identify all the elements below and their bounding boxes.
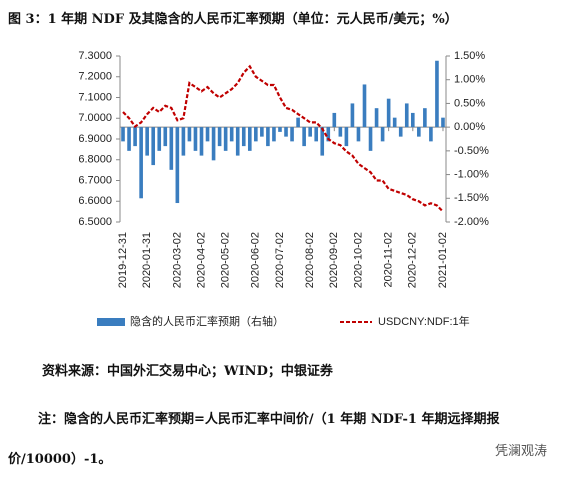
bar (423, 108, 427, 128)
bar (205, 127, 210, 142)
bar (193, 127, 198, 151)
y-tick-label: 7.0000 (78, 112, 112, 124)
bar (151, 127, 156, 166)
x-tick-label: 2020-09-02 (328, 232, 340, 288)
x-tick-label: 2021-01-02 (437, 232, 449, 288)
bar (139, 127, 143, 199)
y2-tick-label: 0.00% (454, 121, 485, 133)
bar (163, 127, 168, 147)
x-tick-label: 2020-01-31 (141, 232, 153, 288)
bar (314, 127, 319, 142)
bar (169, 127, 174, 170)
x-tick-label: 2020-12-02 (407, 232, 419, 288)
bar (272, 127, 276, 142)
bar (133, 127, 137, 147)
bar (410, 112, 415, 128)
bar (326, 127, 331, 142)
x-tick-label: 2020-04-02 (195, 232, 207, 288)
bar (362, 84, 367, 128)
y2-tick-label: -2.00% (454, 216, 489, 228)
bar (199, 127, 204, 156)
bar (121, 127, 125, 142)
y-tick-label: 6.7000 (78, 174, 112, 186)
y-tick-label: 7.2000 (78, 71, 112, 83)
x-tick-label: 2019-12-31 (117, 232, 129, 288)
bar (127, 127, 131, 151)
bar (308, 127, 312, 137)
chart-title: 图 3：1 年期 NDF 及其隐含的人民币汇率预期（单位：元人民币/美元；%） (8, 12, 458, 27)
bar (241, 127, 246, 147)
legend-label: USDCNY:NDF:1年 (378, 314, 470, 328)
legend-swatch (97, 318, 125, 326)
watermark: 凭澜观涛 (495, 444, 548, 459)
bar (344, 127, 349, 147)
bar (435, 60, 439, 128)
bar (302, 127, 306, 147)
bar (260, 127, 264, 137)
bar (398, 127, 403, 137)
bar (368, 127, 373, 151)
bar (417, 127, 421, 137)
bar (211, 127, 216, 161)
bar (296, 117, 300, 128)
y2-tick-label: 0.50% (454, 97, 485, 109)
x-tick-label: 2020-10-02 (352, 232, 364, 288)
bar (175, 127, 180, 204)
bar (429, 127, 433, 142)
y-tick-label: 6.8000 (78, 154, 112, 166)
y2-tick-label: 1.00% (454, 74, 485, 86)
y2-tick-label: -1.00% (454, 168, 489, 180)
bar (157, 127, 162, 151)
y-tick-label: 6.9000 (78, 133, 112, 145)
bar (266, 127, 270, 147)
bar (223, 127, 228, 151)
bar (392, 117, 397, 128)
bar (187, 127, 192, 142)
line (122, 64, 444, 213)
bar (278, 127, 282, 132)
x-tick-label: 2020-11-02 (383, 232, 395, 287)
bar (229, 127, 234, 142)
bar (254, 127, 258, 142)
bar (320, 127, 325, 156)
y2-tick-label: -1.50% (454, 192, 489, 204)
bar (441, 117, 445, 128)
y2-tick-label: -0.50% (454, 145, 489, 157)
bar (284, 127, 288, 137)
bar (338, 127, 343, 137)
bar (247, 127, 252, 151)
x-tick-label: 2020-08-02 (304, 232, 316, 288)
bar (217, 127, 222, 147)
y-tick-label: 6.5000 (78, 216, 112, 228)
y2-tick-label: 1.50% (454, 50, 485, 62)
bar (235, 127, 240, 156)
bar (386, 98, 391, 128)
bar (332, 112, 337, 128)
note: 注：隐含的人民币汇率预期=人民币汇率中间价/（1 年期 NDF-1 年期远择期报… (8, 412, 500, 467)
y-tick-label: 6.6000 (78, 195, 112, 207)
bar (350, 103, 355, 128)
bar (404, 103, 409, 128)
bar (356, 127, 361, 142)
bar (290, 127, 294, 142)
bar (181, 127, 186, 156)
bar (145, 127, 149, 156)
x-tick-label: 2020-03-02 (171, 232, 183, 288)
source: 资料来源：中国外汇交易中心；WIND；中银证券 (42, 364, 333, 379)
bar (374, 108, 379, 128)
legend-label: 隐含的人民币汇率预期（右轴） (130, 314, 284, 328)
x-tick-label: 2020-05-02 (220, 232, 232, 288)
x-tick-label: 2020-07-02 (274, 232, 286, 288)
x-tick-label: 2020-06-02 (250, 232, 262, 288)
y-tick-label: 7.3000 (78, 50, 112, 62)
y-tick-label: 7.1000 (78, 91, 112, 103)
bar (380, 127, 385, 142)
